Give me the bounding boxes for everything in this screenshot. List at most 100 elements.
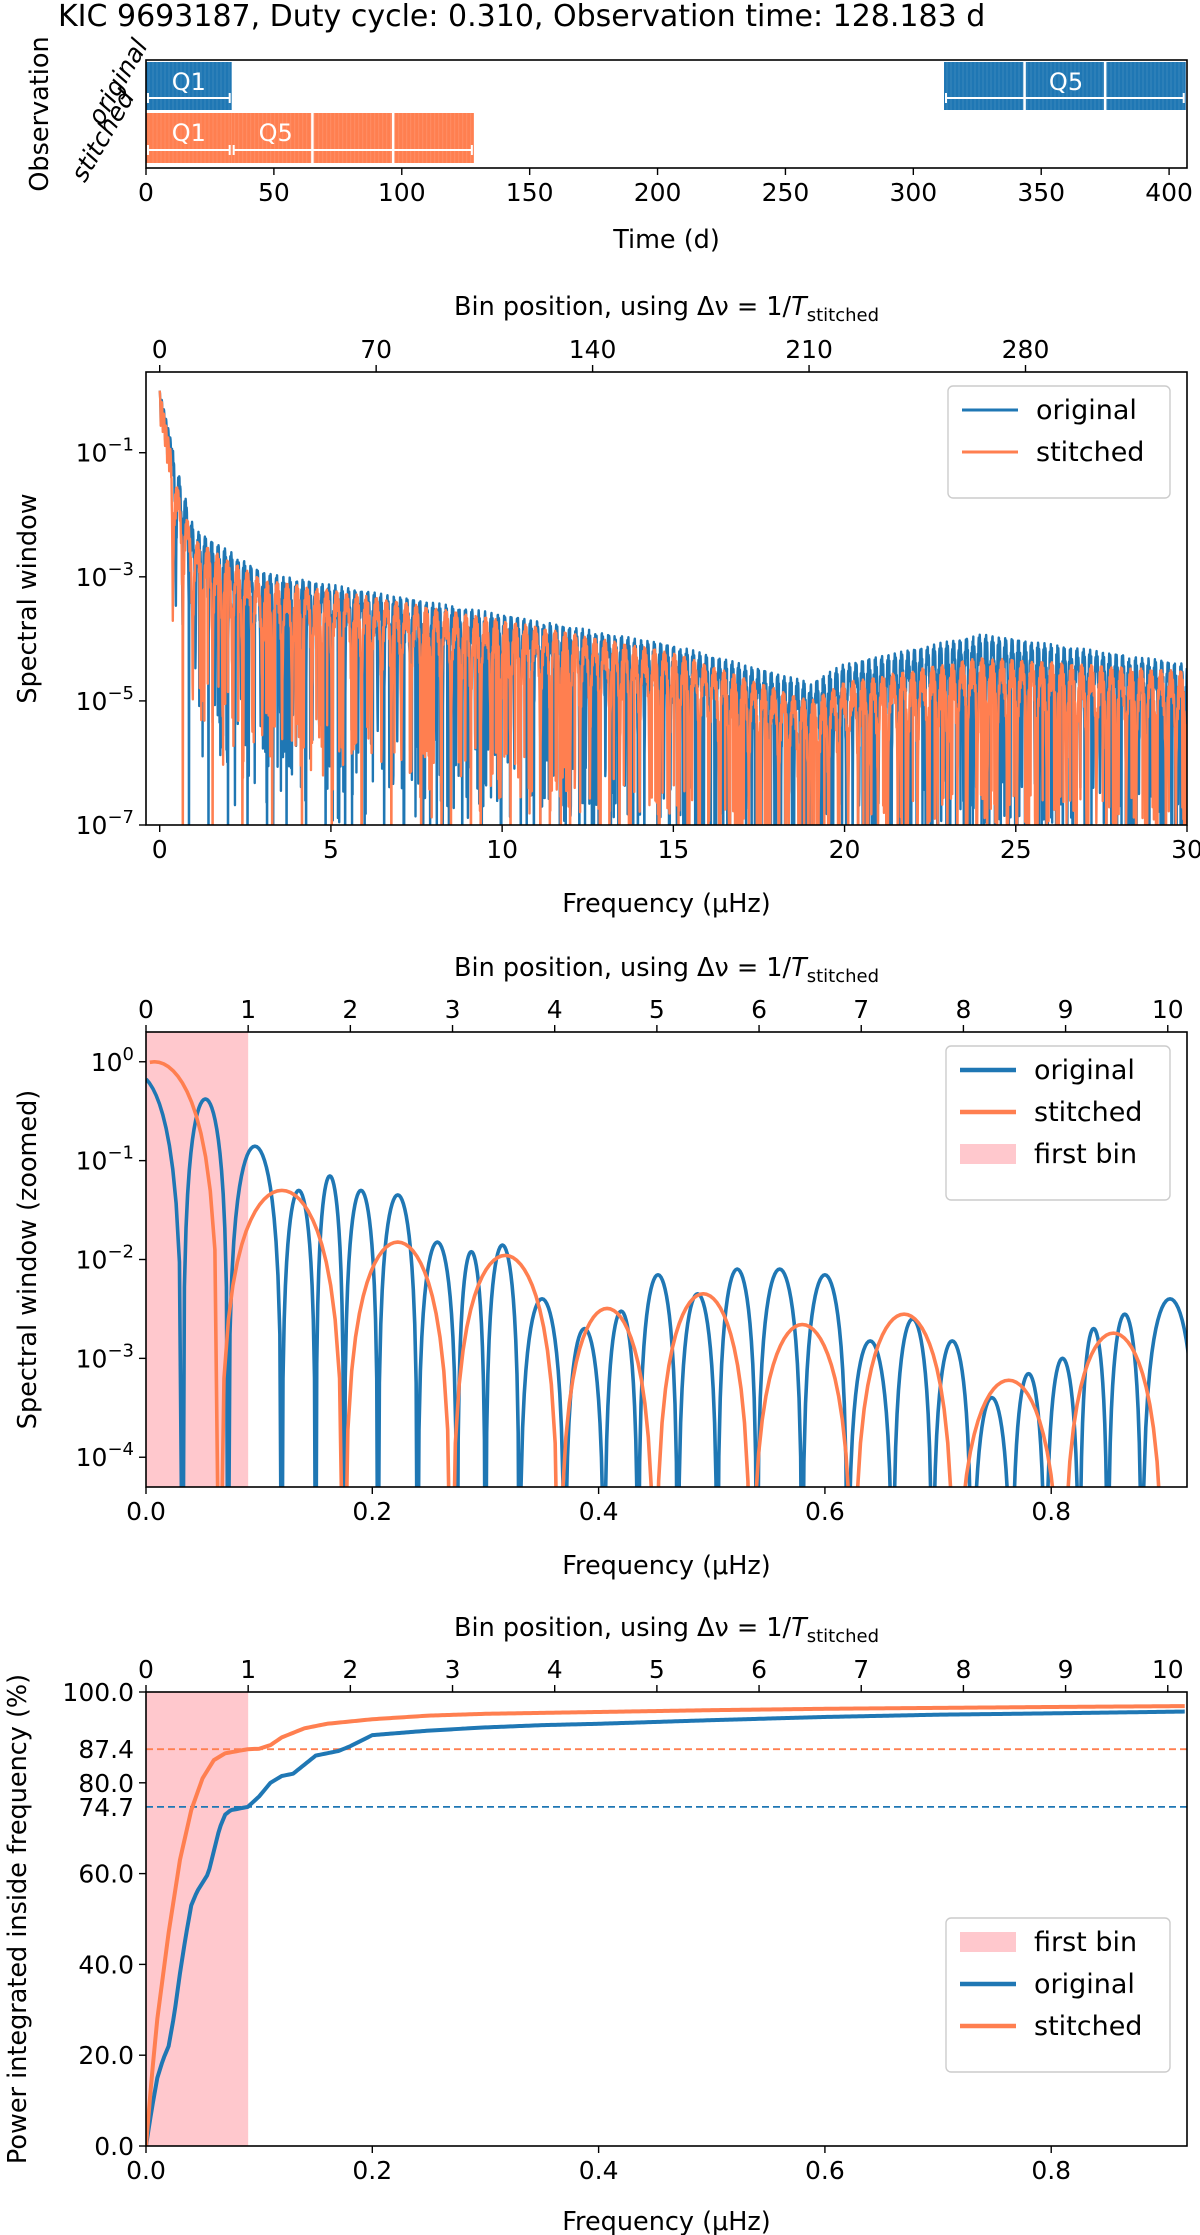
timeline-x-tick-label: 250 <box>762 178 810 207</box>
integrated-y-label: Power integrated inside frequency (%) <box>3 1674 33 2164</box>
spectral-y-label: Spectral window <box>13 493 43 703</box>
spectral-top-x-tick-label: 70 <box>360 335 392 364</box>
integrated-top-x-tick-label: 0 <box>138 1655 154 1684</box>
integrated-top-x-tick-label: 3 <box>445 1655 461 1684</box>
integrated-y-tick-label: 40.0 <box>78 1950 134 1979</box>
integrated-top-x-tick-label: 10 <box>1152 1655 1184 1684</box>
timeline-x-tick-label: 150 <box>506 178 554 207</box>
series-original-line <box>146 1077 1187 1487</box>
legend-swatch-patch <box>960 1932 1016 1952</box>
zoomed-top-x-tick-label: 0 <box>138 995 154 1024</box>
integrated-top-x-label: Bin position, using Δν = 1/Tstitched <box>454 1613 879 1647</box>
integrated-x-label: Frequency (μHz) <box>562 2207 771 2235</box>
spectral-x-label: Frequency (μHz) <box>562 889 771 919</box>
spectral-top-x-tick-label: 0 <box>152 335 168 364</box>
spectral-x-tick-label: 0 <box>152 835 168 864</box>
zoomed-y-tick-label: 10−3 <box>76 1340 134 1373</box>
series-original-line <box>146 1709 1185 2146</box>
spectral-x-tick-label: 15 <box>657 835 689 864</box>
timeline-x-tick-label: 100 <box>378 178 426 207</box>
integrated-top-x-tick-label: 2 <box>342 1655 358 1684</box>
spectral-x-tick-label: 30 <box>1171 835 1200 864</box>
zoomed-x-tick-label: 0.4 <box>579 1497 619 1526</box>
zoomed-top-x-tick-label: 4 <box>547 995 563 1024</box>
zoomed-x-label: Frequency (μHz) <box>562 1551 771 1581</box>
integrated-x-tick-label: 0.2 <box>352 2156 392 2185</box>
zoomed-y-label: Spectral window (zoomed) <box>13 1090 43 1429</box>
integrated-top-x-tick-label: 6 <box>751 1655 767 1684</box>
series-stitched-line <box>149 1059 1161 1487</box>
figure-title: KIC 9693187, Duty cycle: 0.310, Observat… <box>58 0 985 34</box>
segment-label: Q1 <box>172 119 206 147</box>
timeline-segment-original-Q5 <box>944 62 1186 110</box>
spectral-window-panel: 0 5 10 15 20 25 30 0 70 140 210 280 10−1 10−3 10−5 10−7… <box>13 292 1200 919</box>
integrated-top-x-tick-label: 1 <box>240 1655 256 1684</box>
legend-label: first bin <box>1034 1139 1137 1170</box>
legend-label: stitched <box>1034 2011 1142 2042</box>
zoomed-top-x-tick-label: 8 <box>955 995 971 1024</box>
spectral-top-x-label: Bin position, using Δν = 1/Tstitched <box>454 292 879 326</box>
spectral-x-tick-label: 10 <box>486 835 518 864</box>
timeline-frame <box>145 59 1188 169</box>
timeline-x-tick-label: 300 <box>889 178 937 207</box>
spectral-y-tick-label: 10−5 <box>76 683 134 716</box>
zoomed-x-tick-label: 0.2 <box>352 1497 392 1526</box>
zoomed-x-tick-label: 0.8 <box>1031 1497 1071 1526</box>
timeline-x-tick-label: 350 <box>1017 178 1065 207</box>
zoomed-y-tick-label: 10−4 <box>76 1439 134 1472</box>
legend-box <box>945 1917 1171 2073</box>
segment-label: Q5 <box>259 119 293 147</box>
zoomed-x-tick-label: 0.6 <box>805 1497 845 1526</box>
integrated-y-tick-label: 0.0 <box>94 2132 134 2161</box>
timeline-y-label: Observation <box>25 36 55 191</box>
spectral-top-x-tick-label: 140 <box>569 335 617 364</box>
zoomed-top-x-tick-label: 3 <box>445 995 461 1024</box>
spectral-y-tick-label: 10−3 <box>76 559 134 592</box>
zoomed-top-x-tick-label: 10 <box>1152 995 1184 1024</box>
legend-label: stitched <box>1034 1097 1142 1128</box>
zoomed-top-x-tick-label: 6 <box>751 995 767 1024</box>
spectral-y-tick-label: 10−7 <box>76 807 134 840</box>
spectral-x-tick-label: 5 <box>323 835 339 864</box>
legend-label: original <box>1036 395 1137 426</box>
timeline-x-tick-label: 400 <box>1145 178 1193 207</box>
integrated-top-x-tick-label: 5 <box>649 1655 665 1684</box>
zoomed-top-x-tick-label: 1 <box>240 995 256 1024</box>
legend-box <box>947 385 1171 499</box>
zoomed-y-tick-label: 10−2 <box>76 1242 134 1275</box>
integrated-x-tick-label: 0.4 <box>579 2156 619 2185</box>
series-stitched-line <box>146 1704 1185 2146</box>
first-bin-shade <box>146 1692 249 2146</box>
spectral-frame <box>145 371 1188 826</box>
zoomed-top-x-tick-label: 2 <box>342 995 358 1024</box>
observation-timeline-panel: Q1 Q5 Q1 Q5 0 50 100 150 200 250 300 350 400 Time (d)… <box>25 34 1193 255</box>
timeline-x-tick-label: 50 <box>258 178 290 207</box>
integrated-frame <box>145 1691 1188 2147</box>
zoomed-x-tick-label: 0.0 <box>126 1497 166 1526</box>
zoomed-y-tick-label: 100 <box>91 1044 134 1077</box>
integrated-x-tick-label: 0.6 <box>805 2156 845 2185</box>
integrated-x-tick-label: 0.8 <box>1031 2156 1071 2185</box>
reference-label-stitched: 87.4 <box>78 1735 134 1764</box>
integrated-y-tick-label: 80.0 <box>78 1769 134 1798</box>
reference-label-original: 74.7 <box>78 1793 134 1822</box>
integrated-power-panel: 87.474.70.0 0.2 0.4 0.6 0.80 1 2 3 4 5 6 7 8 9 100.020… <box>3 1613 1188 2235</box>
integrated-top-x-tick-label: 9 <box>1058 1655 1074 1684</box>
integrated-top-x-tick-label: 8 <box>955 1655 971 1684</box>
integrated-y-tick-label: 100.0 <box>62 1678 134 1707</box>
timeline-segment-original-Q1 <box>146 62 232 110</box>
timeline-segment-stitched-Q5 <box>231 113 474 163</box>
integrated-x-tick-label: 0.0 <box>126 2156 166 2185</box>
segment-label: Q5 <box>1049 68 1083 96</box>
zoomed-top-x-tick-label: 7 <box>853 995 869 1024</box>
legend-label: original <box>1034 1055 1135 1086</box>
zoomed-top-x-tick-label: 9 <box>1058 995 1074 1024</box>
zoomed-top-x-label: Bin position, using Δν = 1/Tstitched <box>454 953 879 987</box>
legend-label: original <box>1034 1969 1135 2000</box>
spectral-top-x-tick-label: 280 <box>1002 335 1050 364</box>
integrated-top-x-tick-label: 7 <box>853 1655 869 1684</box>
spectral-x-tick-label: 25 <box>1000 835 1032 864</box>
timeline-segment-stitched-Q1 <box>146 113 232 163</box>
spectral-x-tick-label: 20 <box>829 835 861 864</box>
